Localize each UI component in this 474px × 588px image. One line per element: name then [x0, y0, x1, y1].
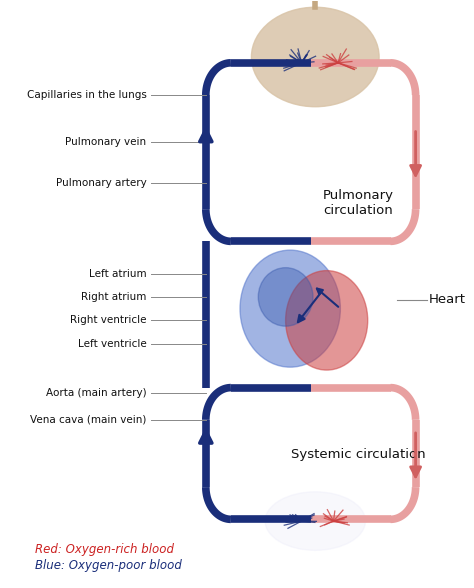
Text: Pulmonary vein: Pulmonary vein — [65, 137, 146, 147]
Text: Pulmonary
circulation: Pulmonary circulation — [323, 189, 394, 218]
Text: Right atrium: Right atrium — [81, 292, 146, 302]
Text: Pulmonary artery: Pulmonary artery — [56, 178, 146, 188]
Text: Blue: Oxygen-poor blood: Blue: Oxygen-poor blood — [35, 559, 182, 572]
Text: Right ventricle: Right ventricle — [70, 315, 146, 325]
Text: Systemic circulation: Systemic circulation — [292, 449, 426, 462]
Text: Heart: Heart — [429, 293, 466, 306]
Ellipse shape — [258, 268, 313, 326]
Text: Left atrium: Left atrium — [89, 269, 146, 279]
Text: Left ventricle: Left ventricle — [78, 339, 146, 349]
Text: Vena cava (main vein): Vena cava (main vein) — [30, 415, 146, 425]
Ellipse shape — [265, 492, 365, 550]
Ellipse shape — [251, 7, 379, 107]
Text: Red: Oxygen-rich blood: Red: Oxygen-rich blood — [35, 543, 174, 556]
Text: Aorta (main artery): Aorta (main artery) — [46, 389, 146, 399]
Ellipse shape — [286, 270, 368, 370]
Ellipse shape — [240, 250, 340, 367]
Text: Capillaries in the lungs: Capillaries in the lungs — [27, 90, 146, 100]
